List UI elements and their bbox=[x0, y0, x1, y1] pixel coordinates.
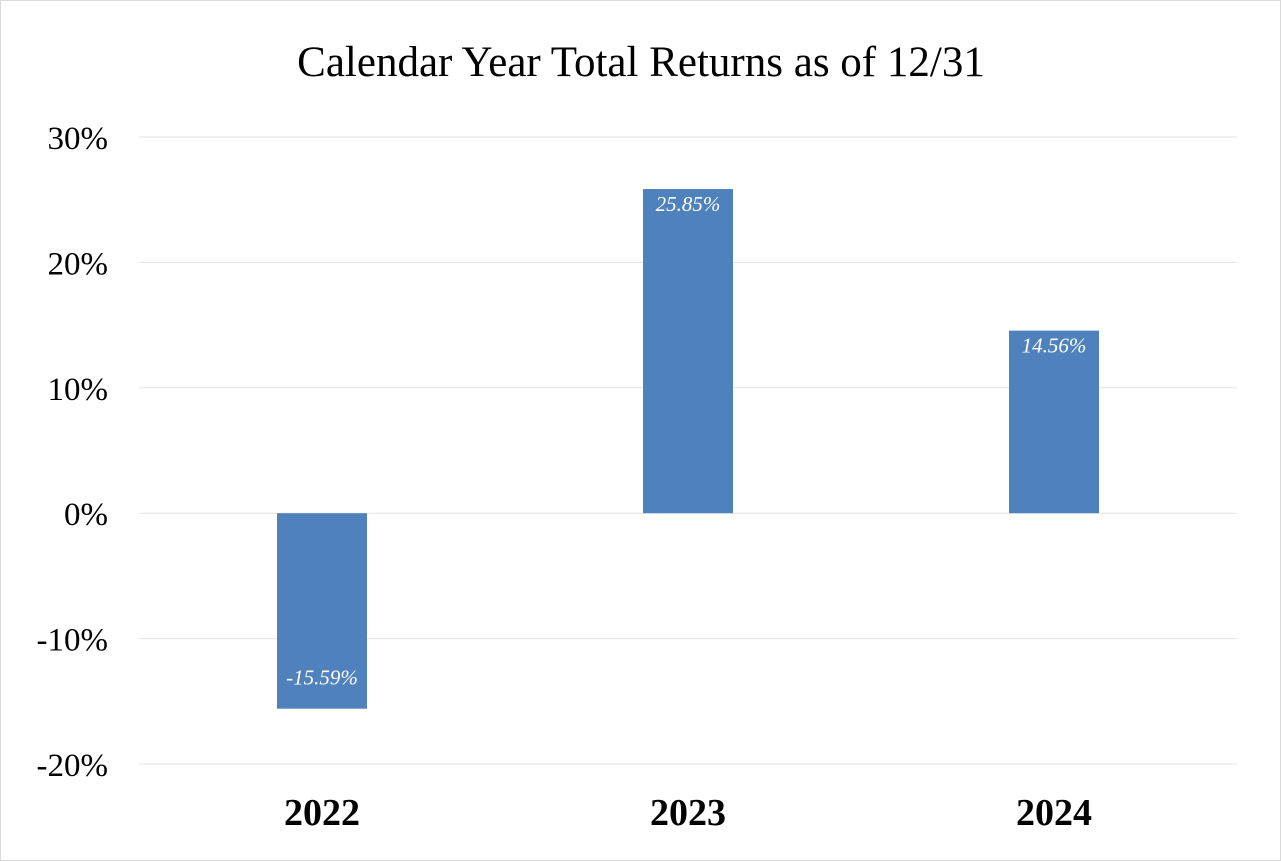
bar-2024 bbox=[1009, 330, 1099, 514]
chart-title: Calendar Year Total Returns as of 12/31 bbox=[297, 39, 985, 86]
data-label-2022: -15.59% bbox=[286, 666, 358, 690]
y-tick-label: 0% bbox=[64, 497, 108, 533]
x-axis-tick-labels: 2022 2023 2024 bbox=[284, 792, 1092, 834]
y-tick-label: -20% bbox=[37, 748, 108, 784]
y-tick-label: 20% bbox=[48, 246, 109, 282]
x-tick-label-2023: 2023 bbox=[650, 792, 726, 834]
y-tick-label: 10% bbox=[48, 372, 109, 408]
x-tick-label-2022: 2022 bbox=[284, 792, 360, 834]
bar-2023 bbox=[643, 189, 733, 514]
x-tick-label-2024: 2024 bbox=[1016, 792, 1092, 834]
bar-2022 bbox=[277, 513, 367, 709]
y-axis-tick-labels: 30% 20% 10% 0% -10% -20% bbox=[37, 121, 108, 784]
data-label-2023: 25.85% bbox=[656, 192, 721, 216]
data-labels: -15.59% 25.85% 14.56% bbox=[286, 192, 1086, 690]
bars bbox=[277, 189, 1099, 709]
data-label-2024: 14.56% bbox=[1022, 334, 1087, 358]
y-tick-label: 30% bbox=[48, 121, 109, 157]
y-tick-label: -10% bbox=[37, 623, 108, 659]
